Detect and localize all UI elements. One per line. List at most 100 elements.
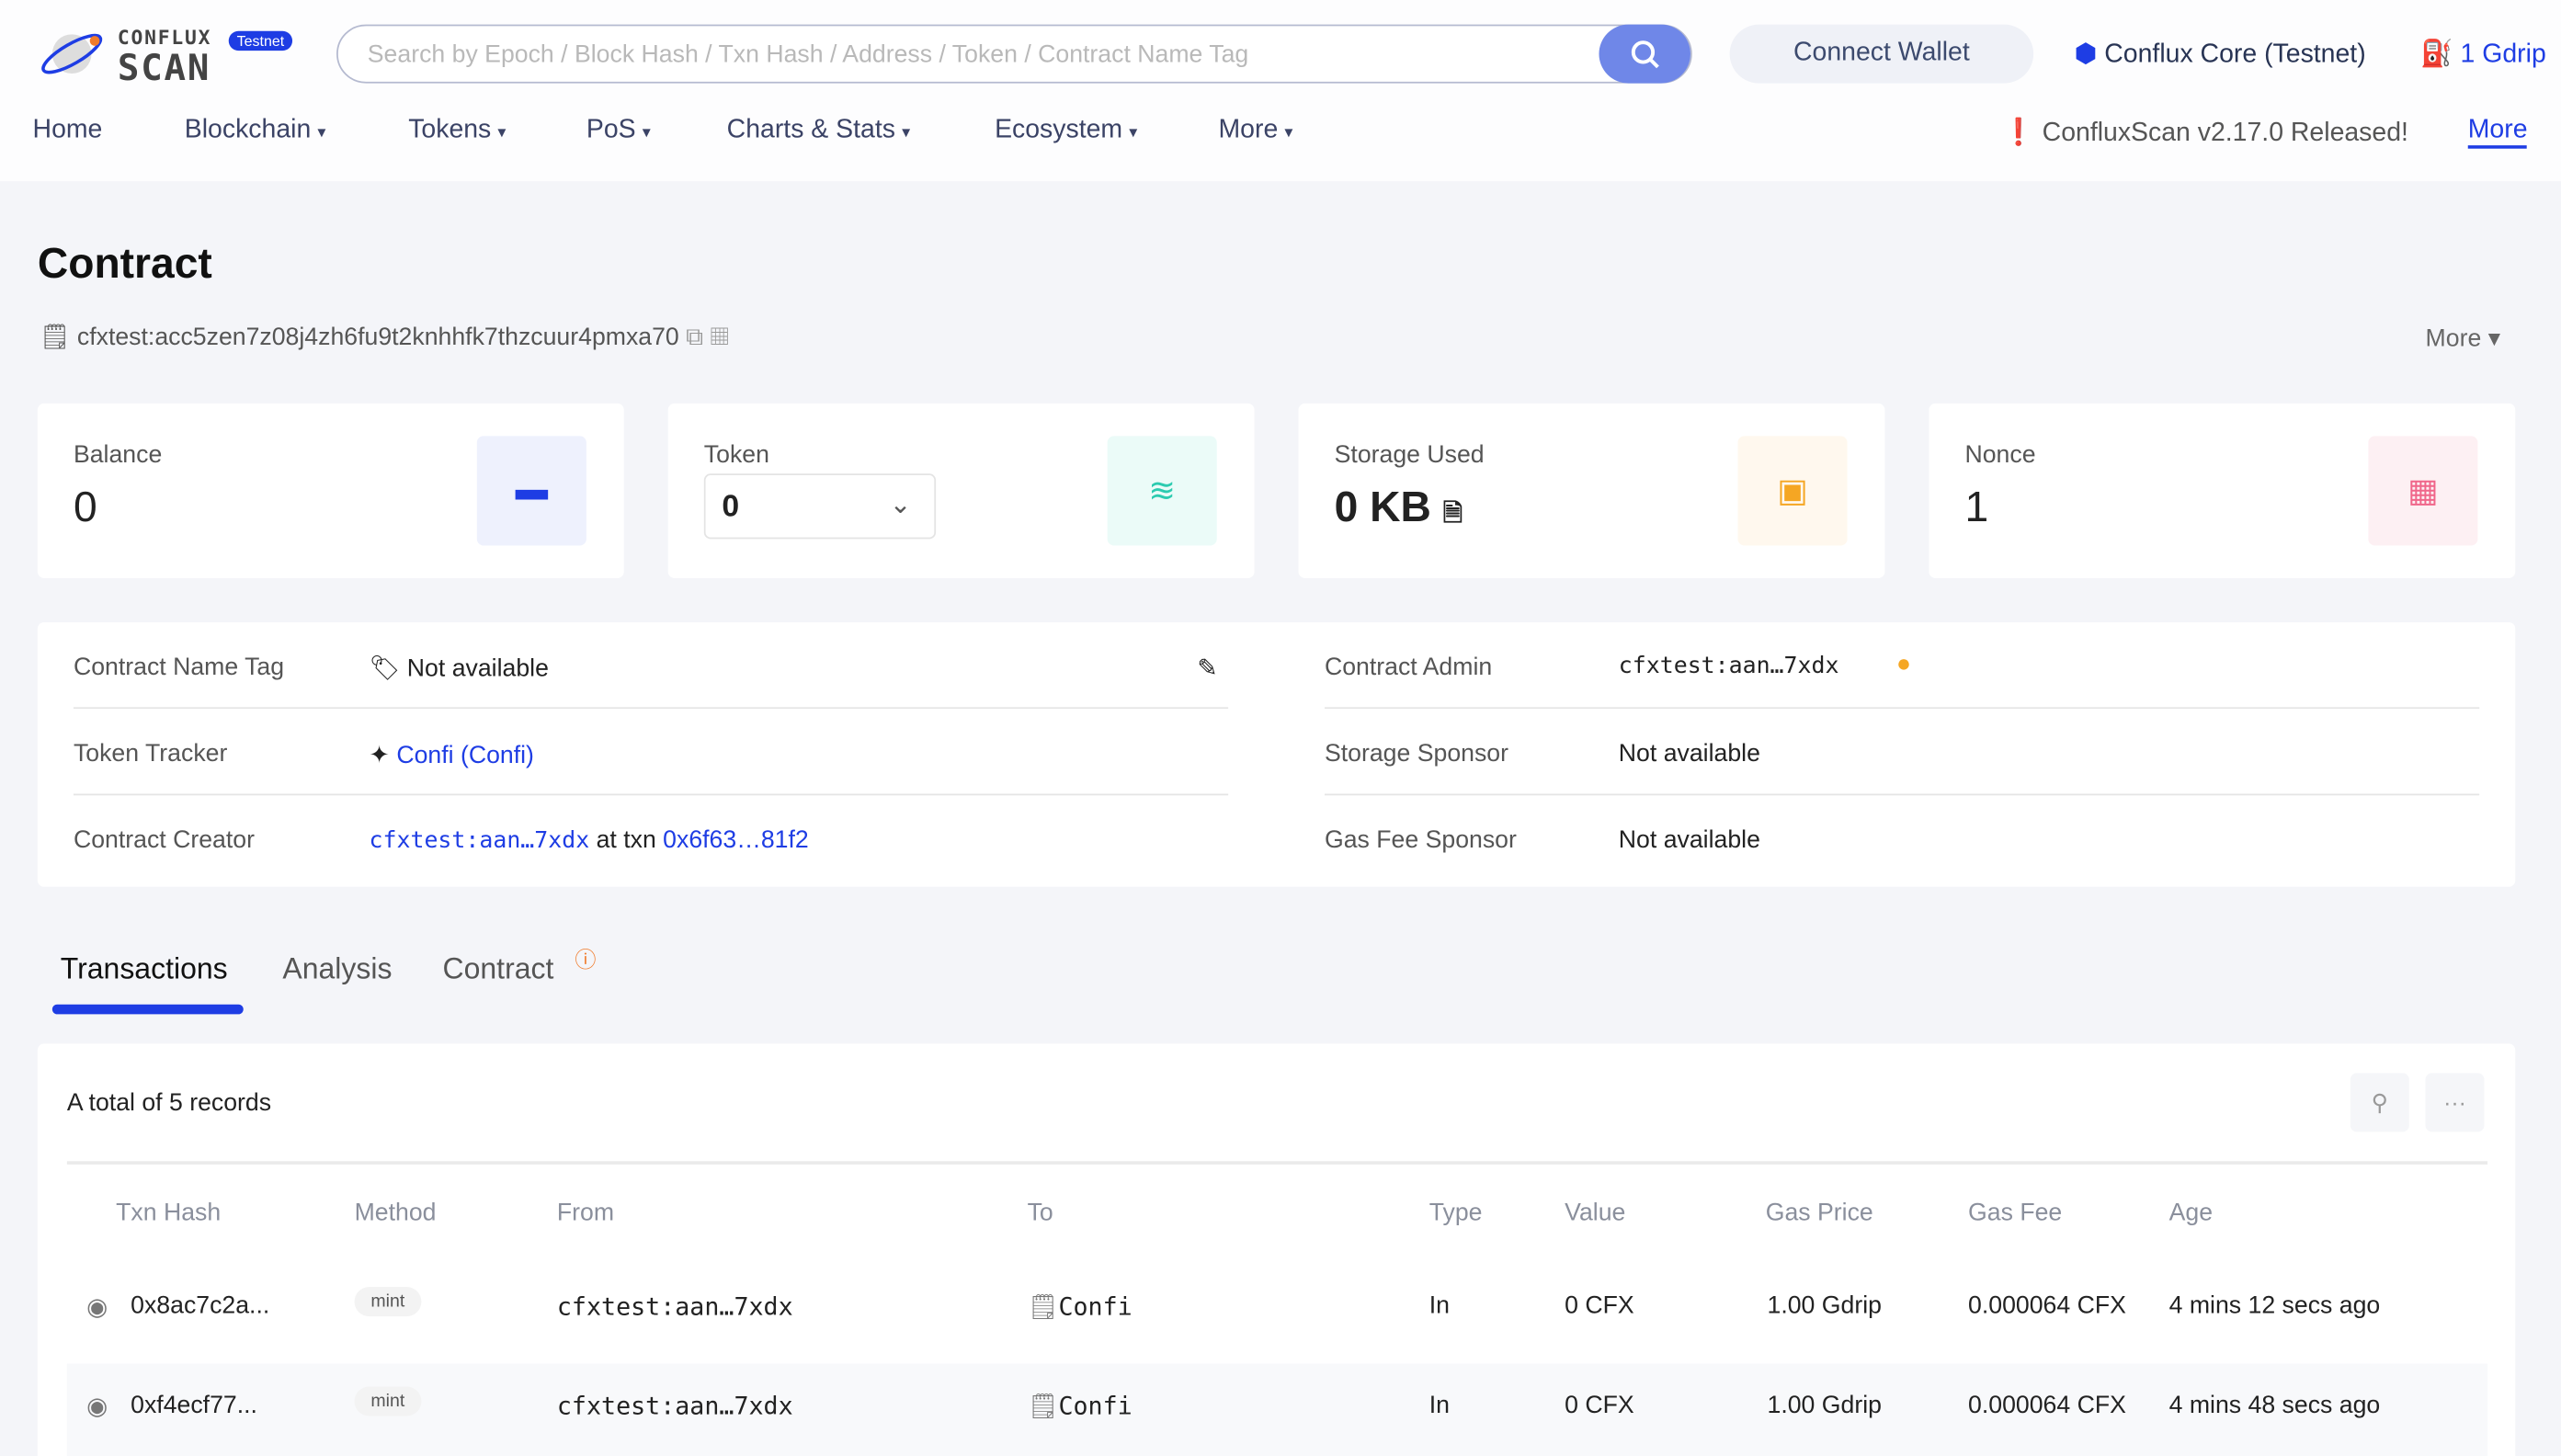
active-tab-indicator [51, 1004, 244, 1015]
method-badge: mint [354, 1386, 422, 1416]
coins-icon: ≋ [1107, 436, 1217, 546]
search-input[interactable]: Search by Epoch / Block Hash / Txn Hash … [336, 24, 1692, 84]
more-dropdown[interactable]: More ▾ [2425, 324, 2501, 353]
warning-icon[interactable]: ● [1895, 650, 1911, 678]
gas-pump-icon: ⛽ [2420, 40, 2453, 69]
logo[interactable]: CONFLUX SCAN Testnet [36, 26, 297, 88]
storage-detail-icon[interactable]: 🗎 [1442, 499, 1463, 528]
balance-value: 0 [73, 482, 97, 531]
table-row: ◉ 0xf4ecf77... mint cfxtest:aan…7xdx 🗒Co… [66, 1363, 2488, 1456]
txn-hash-link[interactable]: 0xf4ecf77... [131, 1391, 257, 1420]
gas-price: ⛽ 1 Gdrip [2420, 38, 2546, 71]
storage-sponsor-row: Storage Sponsor Not available [1324, 709, 2480, 796]
network-label: Conflux Core (Testnet) [2104, 40, 2366, 69]
nav-tokens[interactable]: Tokens ▾ [408, 116, 507, 144]
chevron-down-icon: ▾ [317, 124, 326, 142]
planet-logo-icon [41, 33, 103, 74]
page-title: Contract [37, 238, 212, 288]
storage-sponsor-value: Not available [1618, 739, 1760, 768]
copy-icon[interactable]: ⧉ [686, 323, 704, 352]
creator-txn-link[interactable]: 0x6f63…81f2 [663, 826, 809, 855]
creator-value: cfxtest:aan…7xdx at txn 0x6f63…81f2 [369, 826, 809, 855]
col-type: Type [1428, 1199, 1483, 1227]
contract-icon: 🗒 [39, 323, 71, 352]
more-options-button[interactable]: ··· [2425, 1073, 2485, 1132]
announcement[interactable]: ❗ ConfluxScan v2.17.0 Released! [2002, 116, 2408, 149]
table-row: ◉ 0x8ac7c2a... mint cfxtest:aan…7xdx 🗒Co… [67, 1264, 2487, 1362]
contract-icon: 🗒 [1027, 1391, 1059, 1421]
admin-label: Contract Admin [1324, 653, 1493, 681]
gas-price: 1.00 Gdrip [1767, 1391, 1882, 1420]
token-icon: ✦ [369, 741, 390, 769]
type: In [1428, 1291, 1450, 1320]
token-card: Token 0 ⌄ ≋ [667, 403, 1255, 578]
name-tag-row: Contract Name Tag 🏷 Not available ✎ [73, 622, 1229, 710]
conflux-icon: ⬢ [2074, 40, 2098, 69]
col-to: To [1027, 1199, 1053, 1227]
eye-icon[interactable]: ◉ [86, 1293, 108, 1322]
col-from: From [556, 1199, 615, 1227]
qrcode-icon[interactable]: ▦ [710, 323, 729, 352]
announcement-more-link[interactable]: More [2467, 116, 2528, 149]
nav-more[interactable]: More ▾ [1218, 116, 1293, 144]
search-button[interactable] [1599, 24, 1690, 84]
balance-card: Balance 0 ▬ [37, 403, 624, 578]
tab-transactions[interactable]: Transactions [60, 951, 228, 985]
col-value: Value [1565, 1199, 1626, 1227]
connect-wallet-button[interactable]: Connect Wallet [1729, 24, 2034, 84]
ellipsis-icon: ··· [2443, 1089, 2466, 1116]
creator-row: Contract Creator cfxtest:aan…7xdx at txn… [74, 795, 1228, 882]
testnet-badge: Testnet [228, 30, 293, 51]
token-label: Token [703, 440, 769, 469]
announcement-icon: ❗ [2002, 119, 2035, 147]
token-tracker-row: Token Tracker ✦ Confi (Confi) [73, 709, 1229, 796]
txn-hash-link[interactable]: 0x8ac7c2a... [131, 1291, 270, 1320]
from-link[interactable]: cfxtest:aan…7xdx [556, 1291, 793, 1322]
tab-analysis[interactable]: Analysis [282, 951, 393, 985]
storage-card: Storage Used 0 KB 🗎 ▣ [1298, 403, 1885, 578]
nonce-card: Nonce 1 ▦ [1929, 403, 2516, 578]
gas-fee: 0.000064 CFX [1968, 1391, 2126, 1420]
transactions-table: A total of 5 records ⚲ ··· Txn Hash Meth… [37, 1043, 2516, 1456]
tab-contract[interactable]: Contract [442, 951, 554, 985]
balance-label: Balance [73, 440, 163, 469]
token-select[interactable]: 0 ⌄ [703, 473, 937, 540]
creator-link[interactable]: cfxtest:aan…7xdx [369, 827, 590, 855]
col-age[interactable]: Age [2168, 1199, 2214, 1227]
search-icon [1631, 40, 1659, 69]
col-method: Method [354, 1199, 437, 1227]
storage-sponsor-label: Storage Sponsor [1324, 739, 1509, 768]
wallet-icon: ▬ [476, 436, 586, 546]
nonce-value: 1 [1964, 482, 1989, 531]
to-contract[interactable]: 🗒Confi [1027, 1291, 1133, 1322]
network-selector[interactable]: ⬢ Conflux Core (Testnet) [2075, 38, 2366, 71]
value: 0 CFX [1565, 1291, 1634, 1320]
nav-ecosystem[interactable]: Ecosystem ▾ [995, 116, 1138, 144]
announcement-text: ConfluxScan v2.17.0 Released! [2042, 119, 2408, 147]
nav-pos[interactable]: PoS ▾ [586, 116, 651, 144]
chevron-down-icon: ▾ [1129, 124, 1138, 142]
from-link[interactable]: cfxtest:aan…7xdx [556, 1391, 793, 1421]
search-button[interactable]: ⚲ [2350, 1073, 2409, 1132]
name-tag-value: 🏷 Not available [369, 654, 549, 683]
creator-label: Contract Creator [73, 826, 255, 855]
token-tracker-label: Token Tracker [73, 739, 228, 768]
age: 4 mins 12 secs ago [2168, 1291, 2381, 1320]
nav-blockchain[interactable]: Blockchain ▾ [184, 116, 326, 144]
admin-link[interactable]: cfxtest:aan…7xdx [1618, 653, 1839, 680]
chevron-down-icon: ⌄ [889, 491, 912, 520]
eye-icon[interactable]: ◉ [86, 1393, 108, 1421]
to-contract[interactable]: 🗒Confi [1027, 1391, 1133, 1421]
nav-charts-stats[interactable]: Charts & Stats ▾ [726, 116, 911, 144]
method-badge: mint [354, 1287, 422, 1317]
contract-icon: 🗒 [1027, 1291, 1059, 1322]
age: 4 mins 48 secs ago [2168, 1391, 2381, 1420]
col-gas-fee: Gas Fee [1968, 1199, 2063, 1227]
edit-icon[interactable]: ✎ [1197, 654, 1218, 683]
chevron-down-icon: ▾ [642, 124, 651, 142]
gas-sponsor-label: Gas Fee Sponsor [1324, 826, 1517, 855]
gas-fee: 0.000064 CFX [1968, 1291, 2126, 1320]
nav-home[interactable]: Home [32, 116, 103, 144]
token-tracker-link[interactable]: Confi (Confi) [396, 741, 534, 769]
logo-wordmark: CONFLUX SCAN [117, 26, 212, 90]
